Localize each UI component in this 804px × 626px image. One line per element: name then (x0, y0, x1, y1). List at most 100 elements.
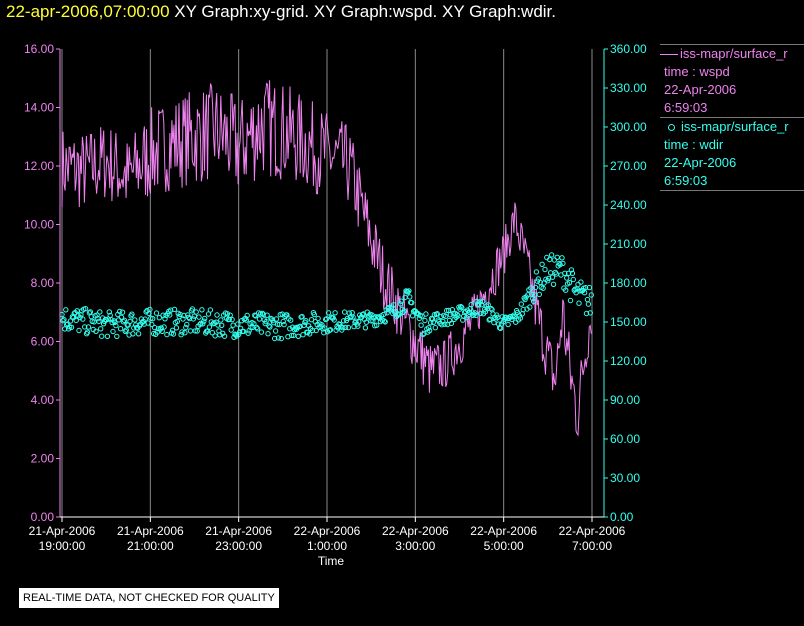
series-wdir-point (581, 290, 588, 296)
x-tick-label-time: 23:00:00 (215, 539, 262, 553)
series-wdir-point (562, 270, 568, 276)
series-wdir-point (182, 330, 188, 336)
series-wdir-point (566, 280, 573, 286)
x-tick-label-date: 21-Apr-2006 (29, 524, 96, 538)
y-right-tick-label: 330.00 (610, 81, 647, 95)
series-wdir-point (487, 316, 493, 322)
series-wdir-point (156, 315, 163, 321)
series-wdir-point (200, 321, 206, 327)
series-wdir-point (584, 296, 591, 303)
series-wdir-point (374, 322, 380, 328)
series-wdir-point (60, 318, 66, 324)
series-wdir-point (405, 289, 411, 295)
series-wdir-point (253, 313, 259, 319)
legend-series-date: 22-Apr-2006 (664, 82, 737, 97)
y-left-tick-label: 12.00 (24, 159, 54, 173)
series-wdir-point (273, 316, 280, 322)
series-wdir-point (215, 322, 221, 328)
series-wdir-point (311, 311, 317, 318)
series-wdir-point (190, 316, 197, 322)
series-wdir-point (209, 330, 216, 336)
series-wdir-point (350, 314, 356, 320)
series-wdir-point (199, 307, 205, 313)
series-wdir-point (505, 321, 511, 328)
series-wdir-point (110, 328, 116, 335)
series-wdir-point (244, 312, 250, 319)
legend-separator (660, 190, 804, 191)
series-wdir-point (114, 333, 120, 340)
series-wdir-point (266, 323, 272, 329)
series-wdir-point (540, 285, 546, 291)
series-wdir-point (68, 324, 75, 330)
series-wdir-point (113, 322, 119, 329)
series-wdir-point (129, 311, 135, 317)
series-wdir-point (233, 332, 239, 338)
series-wdir-point (235, 321, 241, 327)
series-wdir-point (397, 301, 404, 307)
series-wdir-point (87, 309, 94, 315)
series-wdir-point (539, 261, 545, 267)
series-wdir-point (309, 327, 316, 334)
series-wdir-point (554, 254, 560, 260)
series-wdir-point (116, 317, 122, 323)
series-wdir-point (288, 317, 294, 323)
series-wdir-point (289, 332, 295, 339)
legend-series-name: iss-mapr/surface_r (681, 119, 789, 134)
series-wdir-point (201, 318, 207, 324)
series-wdir-point (297, 323, 303, 329)
series-wdir-point (391, 302, 397, 308)
series-wdir-point (67, 318, 74, 324)
series-wdir-point (150, 316, 156, 322)
y-left-tick-label: 0.00 (31, 510, 55, 524)
series-wdir-point (586, 284, 593, 291)
series-wdir-point (230, 322, 236, 328)
series-wdir-point (585, 301, 592, 307)
series-wdir-point (167, 312, 173, 318)
series-wdir-point (563, 287, 569, 293)
series-wdir-point (278, 335, 284, 342)
series-wdir-point (508, 313, 514, 320)
x-tick-label-date: 22-Apr-2006 (382, 524, 449, 538)
series-wdir-point (106, 309, 113, 315)
series-wdir-point (315, 315, 321, 322)
series-wdir-point (565, 270, 572, 276)
x-tick-label-time: 3:00:00 (395, 539, 435, 553)
series-wdir-point (221, 333, 228, 339)
series-wdir-point (459, 304, 465, 311)
x-tick-label-date: 22-Apr-2006 (294, 524, 361, 538)
series-wdir-point (159, 328, 165, 334)
series-wdir-point (401, 308, 407, 314)
series-wdir-point (127, 318, 133, 325)
y-right-tick-label: 0.00 (610, 510, 634, 524)
series-wdir-point (217, 332, 223, 338)
series-wdir-point (117, 326, 124, 332)
x-tick-label-time: 7:00:00 (572, 539, 612, 553)
series-wdir-point (142, 316, 148, 322)
series-wdir-point (272, 335, 278, 342)
y-right-tick-label: 60.00 (610, 432, 640, 446)
series-wdir-point (433, 311, 439, 318)
series-wdir-point (396, 311, 403, 318)
series-wdir-point (96, 318, 102, 325)
series-wdir-point (556, 260, 562, 267)
series-wdir-point (550, 281, 557, 287)
series-wdir-point (323, 316, 330, 322)
series-wdir-point (313, 327, 319, 334)
graph-title-bar: 22-apr-2006,07:00:00 XY Graph:xy-grid. X… (6, 0, 556, 24)
y-right-tick-label: 300.00 (610, 120, 647, 134)
series-wdir-point (438, 313, 444, 320)
legend-series-var: time : wdir (664, 137, 724, 152)
grid-layer (61, 49, 593, 517)
series-wdir-point (123, 327, 130, 333)
series-wdir-point (299, 313, 305, 320)
series-wdir-point (193, 309, 199, 315)
series-wdir-point (536, 291, 542, 298)
y-right-tick-label: 30.00 (610, 471, 640, 485)
series-wdir-point (406, 288, 412, 294)
series-wdir-point (272, 328, 279, 334)
title-timestamp: 22-apr-2006,07:00:00 (6, 2, 170, 21)
series-wdir-point (398, 298, 404, 304)
series-wdir-point (568, 267, 575, 273)
series-wdir-point (567, 297, 574, 304)
series-wdir-point (426, 327, 433, 334)
